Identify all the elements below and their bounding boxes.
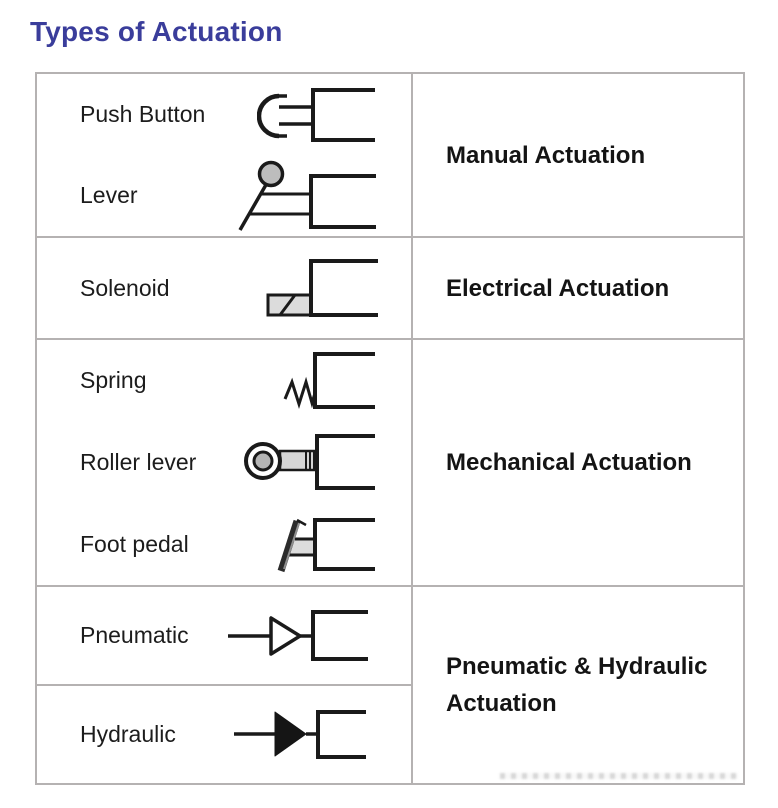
manual-symbols-cell: Push Button Lever <box>37 74 413 238</box>
mechanical-actuation-label: Mechanical Actuation <box>446 449 692 476</box>
pneumatic-hydraulic-actuation-cell: Pneumatic & Hydraulic Actuation <box>413 587 743 783</box>
mechanical-symbols-cell: Spring Roller lever Foot pedal <box>37 340 413 587</box>
lever-symbol-icon <box>238 160 376 231</box>
hydraulic-symbol-cell: Hydraulic <box>37 686 413 783</box>
spring-label: Spring <box>80 367 147 394</box>
electrical-actuation-cell: Electrical Actuation <box>413 238 743 340</box>
push-button-label: Push Button <box>80 101 206 127</box>
pneumatic-hydraulic-actuation-label: Pneumatic & Hydraulic Actuation <box>446 653 708 717</box>
roller-lever-label: Roller lever <box>80 449 197 475</box>
spring-symbol-icon <box>283 351 375 409</box>
foot-pedal-symbol-icon <box>277 518 375 573</box>
watermark-remnant <box>500 773 738 779</box>
foot-pedal-label: Foot pedal <box>80 530 189 557</box>
roller-lever-symbol-icon <box>244 434 375 490</box>
pneumatic-label: Pneumatic <box>80 622 189 648</box>
symbol-row-foot-pedal: Foot pedal <box>37 503 411 585</box>
solenoid-label: Solenoid <box>80 274 170 301</box>
mechanical-actuation-cell: Mechanical Actuation <box>413 340 743 587</box>
symbol-row-solenoid: Solenoid <box>37 238 411 338</box>
actuation-types-table: Push Button Lever Manual Actuation Solen… <box>35 72 745 785</box>
push-button-symbol-icon <box>257 87 375 142</box>
symbol-row-roller-lever: Roller lever <box>37 422 411 504</box>
symbol-row-pneumatic: Pneumatic <box>37 587 411 684</box>
electrical-symbols-cell: Solenoid <box>37 238 413 340</box>
symbol-row-lever: Lever <box>37 155 411 236</box>
symbol-row-hydraulic: Hydraulic <box>37 686 411 783</box>
hydraulic-symbol-icon <box>234 710 366 759</box>
hydraulic-label: Hydraulic <box>80 721 176 747</box>
pneumatic-symbol-icon <box>228 609 368 661</box>
electrical-actuation-label: Electrical Actuation <box>446 274 670 302</box>
lever-label: Lever <box>80 182 138 208</box>
pneumatic-symbol-cell: Pneumatic <box>37 587 413 686</box>
solenoid-symbol-icon <box>266 258 378 317</box>
symbol-row-push-button: Push Button <box>37 74 411 155</box>
manual-actuation-label: Manual Actuation <box>446 141 646 169</box>
page-title: Types of Actuation <box>30 16 283 47</box>
manual-actuation-cell: Manual Actuation <box>413 74 743 238</box>
symbol-row-spring: Spring <box>37 340 411 422</box>
